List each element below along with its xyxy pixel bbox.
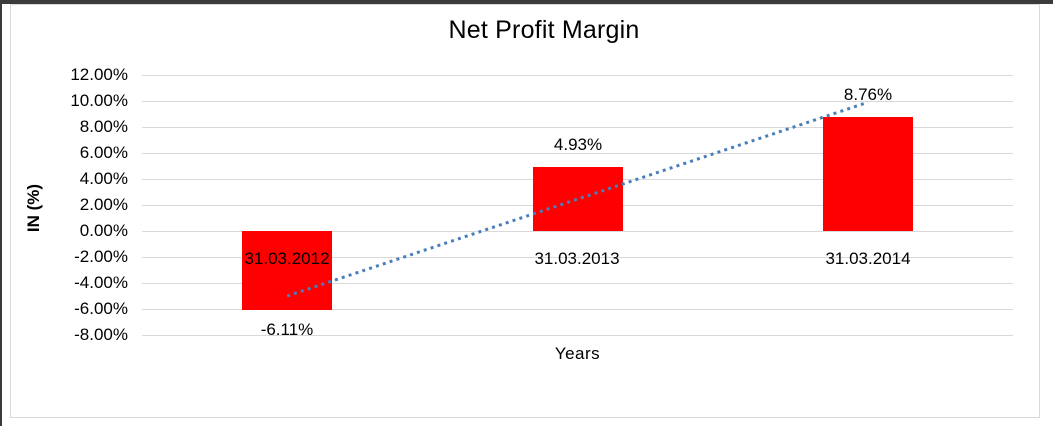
y-tick-label: -8.00% bbox=[74, 325, 128, 344]
category-label: 31.03.2014 bbox=[825, 249, 911, 268]
gridline bbox=[142, 335, 1013, 336]
y-tick-label: 10.00% bbox=[70, 91, 128, 110]
bar-data-label: 4.93% bbox=[553, 135, 603, 154]
bar bbox=[823, 117, 913, 231]
y-tick-label: 4.00% bbox=[79, 169, 128, 188]
bar bbox=[533, 167, 623, 231]
y-tick-label: 0.00% bbox=[79, 221, 128, 240]
y-tick-label: -2.00% bbox=[74, 247, 128, 266]
y-tick-label: 12.00% bbox=[70, 65, 128, 84]
category-label: 31.03.2013 bbox=[534, 249, 620, 268]
y-tick-label: -4.00% bbox=[74, 273, 128, 292]
y-axis-title: IN (%) bbox=[24, 183, 43, 233]
chart-title: Net Profit Margin bbox=[448, 16, 640, 44]
y-tick-label: 6.00% bbox=[79, 143, 128, 162]
bar-data-label: -6.11% bbox=[260, 320, 314, 339]
category-label: 31.03.2012 bbox=[244, 249, 330, 268]
gridline bbox=[142, 75, 1013, 76]
top-border bbox=[0, 0, 1053, 4]
left-border bbox=[0, 0, 2, 426]
bar-data-label: 8.76% bbox=[843, 85, 893, 104]
y-tick-label: 2.00% bbox=[79, 195, 128, 214]
chart-area-frame bbox=[10, 4, 1040, 418]
x-axis-title: Years bbox=[554, 344, 601, 363]
gridline bbox=[142, 309, 1013, 310]
y-tick-label: 8.00% bbox=[79, 117, 128, 136]
bar bbox=[242, 231, 332, 310]
y-tick-label: -6.00% bbox=[74, 299, 128, 318]
